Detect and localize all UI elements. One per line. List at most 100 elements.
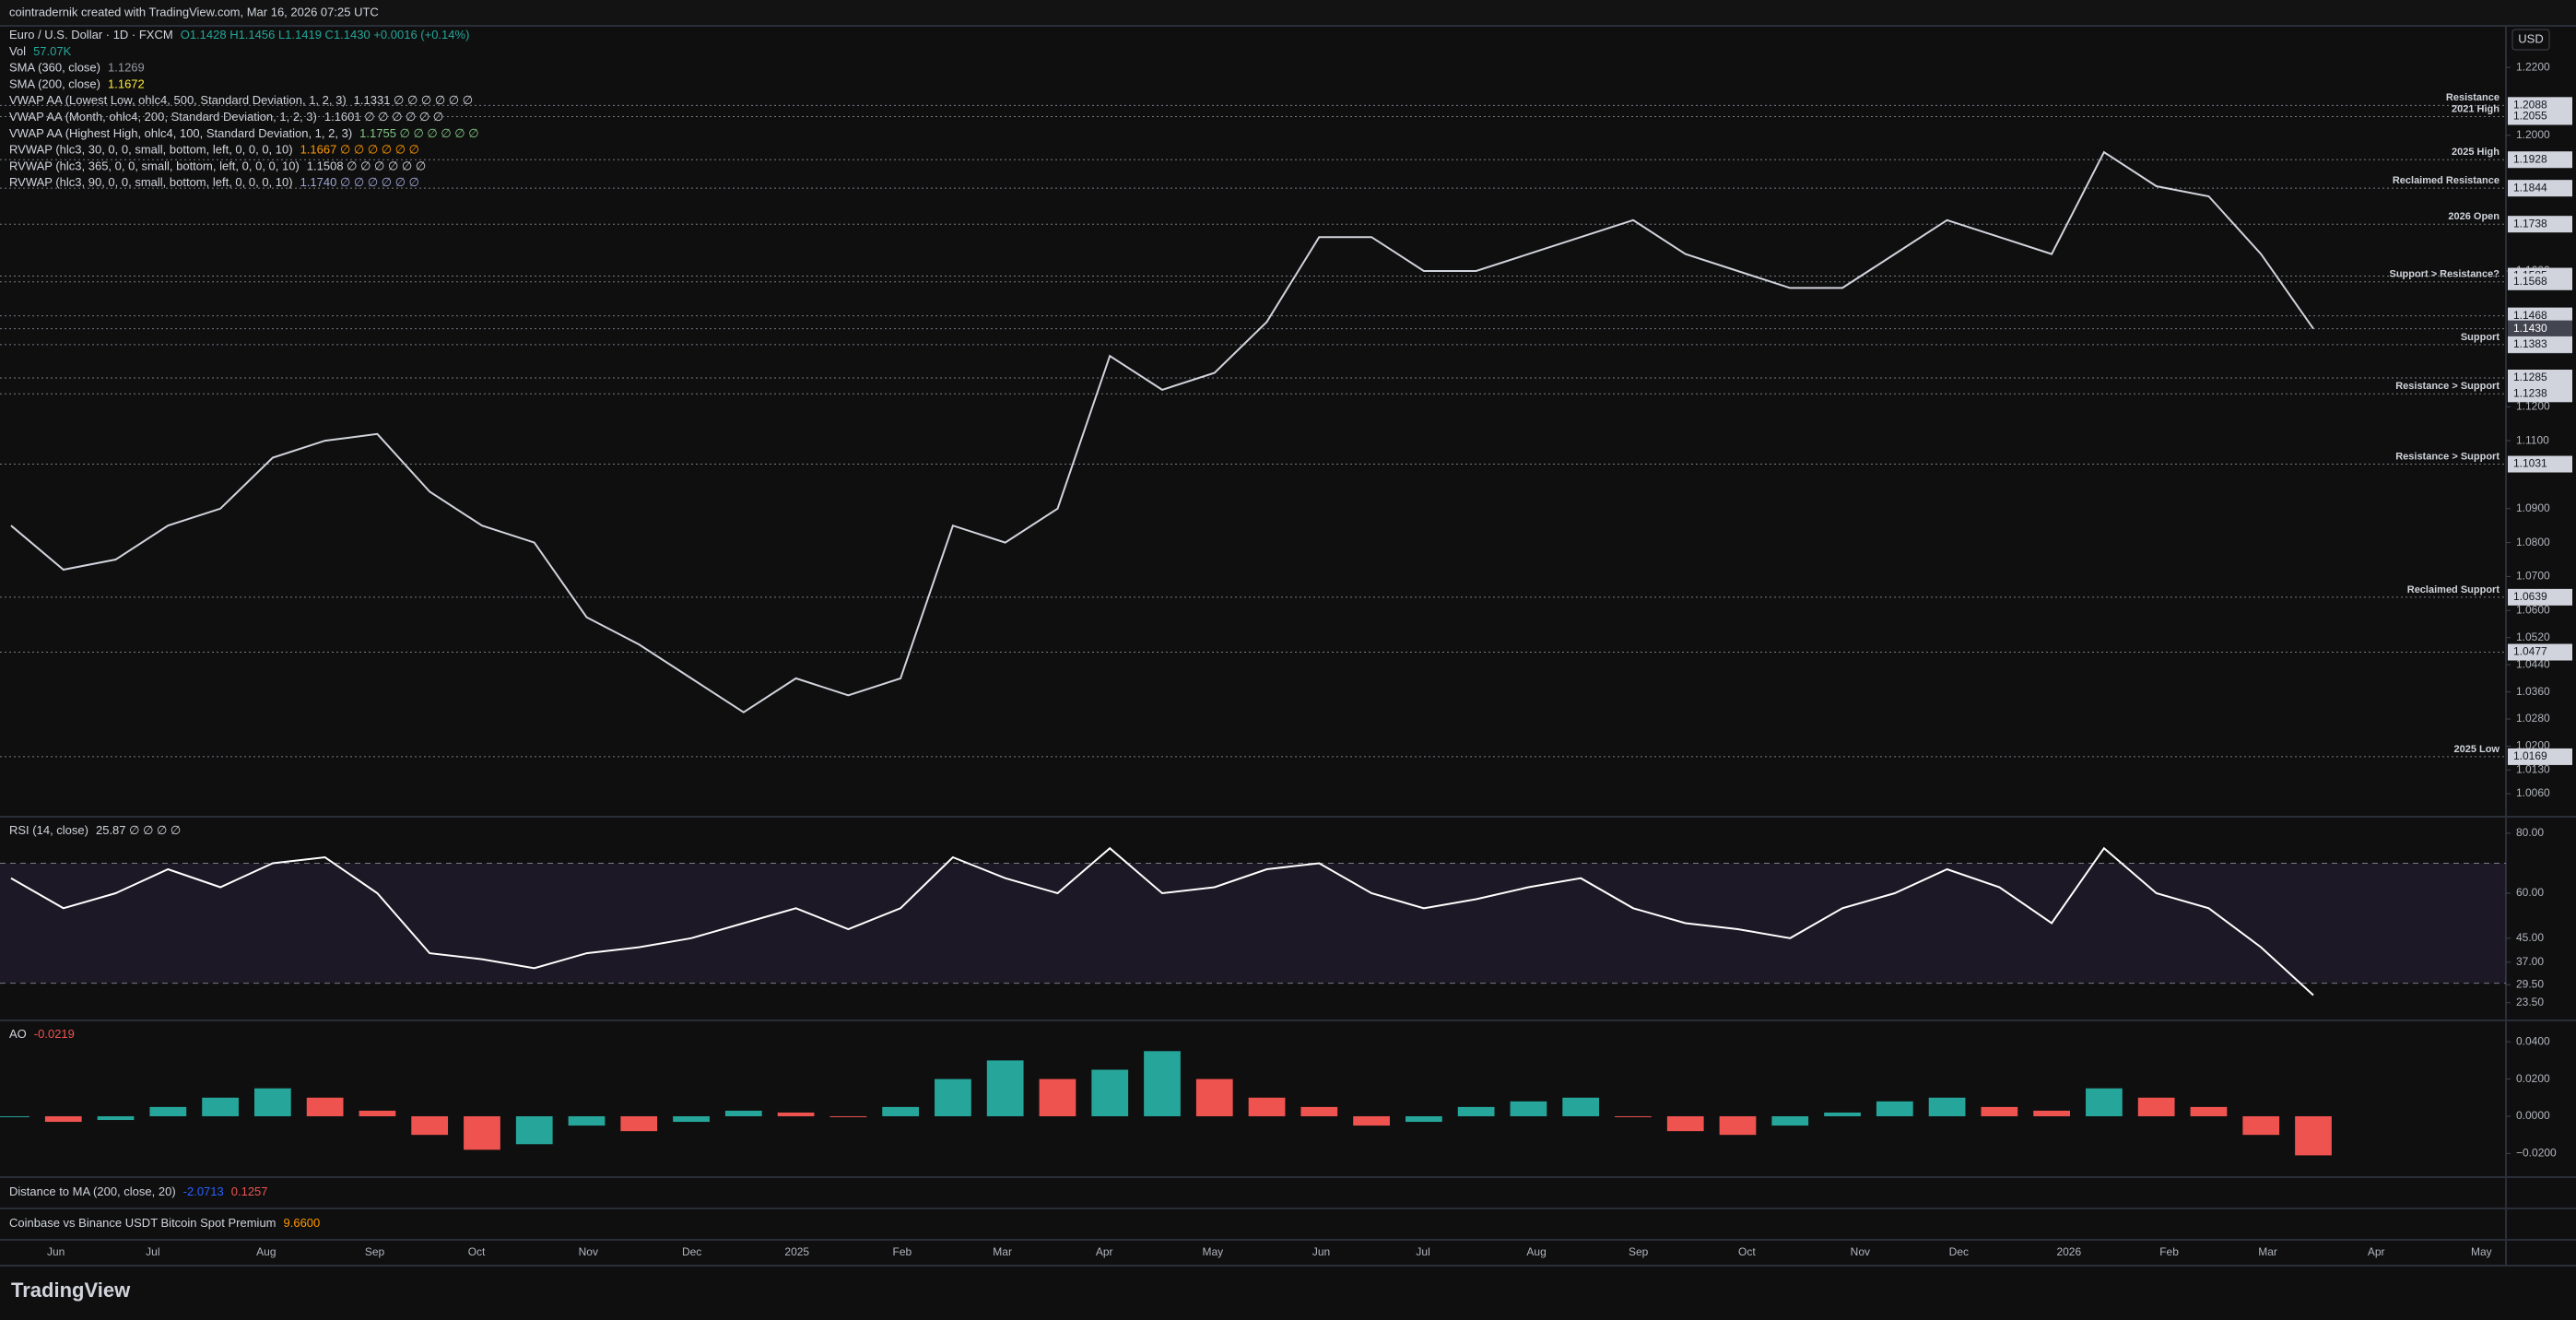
- x-tick-label: 2026: [2056, 1245, 2081, 1258]
- ao-bar: [2033, 1110, 2071, 1116]
- pane-legend: Coinbase vs Binance USDT Bitcoin Spot Pr…: [9, 1216, 320, 1230]
- legend-line: RVWAP (hlc3, 90, 0, 0, small, bottom, le…: [9, 176, 419, 190]
- x-tick-label: 2025: [784, 1245, 809, 1258]
- x-tick-label: Jul: [146, 1245, 159, 1258]
- y-tick-label: 1.0360: [2516, 685, 2550, 698]
- legend-label: SMA (360, close): [9, 61, 100, 75]
- legend-label: VWAP AA (Highest High, ohlc4, 100, Stand…: [9, 126, 352, 140]
- ao-bar: [1248, 1097, 1286, 1116]
- ao-bar: [2242, 1115, 2280, 1136]
- level-label: Support: [2461, 332, 2500, 343]
- legend-value: 1.1269: [108, 61, 145, 75]
- y-tick-label: −0.0200: [2516, 1147, 2557, 1160]
- x-tick-label: Dec: [1949, 1245, 1969, 1258]
- ao-bar: [306, 1097, 344, 1116]
- ao-bar: [882, 1106, 920, 1116]
- x-tick-label: Jun: [1312, 1245, 1330, 1258]
- price-label: 1.1568: [2513, 275, 2547, 288]
- legend-label: SMA (200, close): [9, 77, 100, 91]
- top-bar: [0, 0, 2576, 26]
- y-tick-label: 1.0520: [2516, 631, 2550, 643]
- pane-title: Coinbase vs Binance USDT Bitcoin Spot Pr…: [9, 1216, 276, 1230]
- pane-readout: 0.1257: [231, 1184, 268, 1198]
- x-tick-label: Aug: [1526, 1245, 1546, 1258]
- ao-bar: [568, 1115, 606, 1126]
- x-tick-label: Aug: [256, 1245, 276, 1258]
- legend-value: 1.1508 ∅ ∅ ∅ ∅ ∅ ∅: [307, 159, 426, 173]
- x-tick-label: Feb: [893, 1245, 912, 1258]
- price-box: [2508, 385, 2572, 403]
- ao-bar: [986, 1060, 1024, 1116]
- legend-line: SMA (360, close) 1.1269: [9, 61, 145, 75]
- y-tick-label: 1.0700: [2516, 570, 2550, 583]
- x-tick-label: Mar: [2258, 1245, 2277, 1258]
- legend-value: 57.07K: [33, 44, 72, 58]
- price-label: 1.1738: [2513, 217, 2547, 230]
- ao-bar: [829, 1115, 867, 1117]
- ao-bar: [1666, 1115, 1704, 1132]
- price-label: 1.1031: [2513, 457, 2547, 470]
- y-tick-label: 1.1200: [2516, 399, 2550, 412]
- rsi-line: [10, 846, 2314, 996]
- y-tick-label: 80.00: [2516, 826, 2544, 839]
- x-tick-label: Apr: [2368, 1245, 2385, 1258]
- ao-bar: [620, 1115, 658, 1132]
- ao-bar: [2137, 1097, 2175, 1116]
- level-label: 2025 High: [2452, 147, 2500, 158]
- price-box: [2508, 588, 2572, 606]
- legend-line: VWAP AA (Highest High, ohlc4, 100, Stand…: [9, 126, 479, 140]
- ao-bar: [1824, 1112, 1861, 1116]
- y-tick-label: 37.00: [2516, 955, 2544, 968]
- ao-bar: [1562, 1097, 1600, 1116]
- legend-label: RVWAP (hlc3, 90, 0, 0, small, bottom, le…: [9, 176, 293, 190]
- price-label: 1.1285: [2513, 371, 2547, 383]
- rsi-band: [0, 863, 2506, 984]
- price-box: [2508, 370, 2572, 386]
- pane-legend: RSI (14, close) 25.87 ∅ ∅ ∅ ∅: [9, 823, 181, 837]
- x-tick-label: Oct: [1738, 1245, 1756, 1258]
- price-line: [10, 150, 2314, 713]
- x-tick-label: Feb: [2159, 1245, 2179, 1258]
- legend-value: 1.1667 ∅ ∅ ∅ ∅ ∅ ∅: [300, 143, 419, 157]
- ao-bar: [673, 1115, 710, 1123]
- level-label: Resistance: [2446, 92, 2500, 103]
- legend-label: RVWAP (hlc3, 365, 0, 0, small, bottom, l…: [9, 159, 300, 173]
- price-box: [2508, 336, 2572, 353]
- legend-line: SMA (200, close) 1.1672: [9, 77, 145, 91]
- level-label: Reclaimed Resistance: [2393, 175, 2500, 186]
- ao-bar: [1195, 1078, 1233, 1116]
- ao-bar: [1039, 1078, 1076, 1116]
- legend-value: 1.1755 ∅ ∅ ∅ ∅ ∅ ∅: [359, 126, 478, 140]
- y-tick-label: 0.0000: [2516, 1109, 2550, 1122]
- y-tick-label: 1.2200: [2516, 60, 2550, 73]
- pane-title: RSI (14, close): [9, 823, 88, 837]
- price-box: [2508, 108, 2572, 125]
- currency[interactable]: USD: [2518, 31, 2543, 45]
- y-tick-label: 60.00: [2516, 886, 2544, 899]
- y-tick-label: 45.00: [2516, 931, 2544, 944]
- price-box: [2508, 455, 2572, 473]
- x-tick-label: Apr: [1096, 1245, 1113, 1258]
- ao-bar: [777, 1112, 815, 1116]
- ao-bar: [1300, 1106, 1338, 1116]
- x-tick-label: Jun: [47, 1245, 65, 1258]
- ao-bar: [1091, 1069, 1129, 1116]
- currency-box[interactable]: [2511, 29, 2550, 51]
- level-label: Resistance > Support: [2395, 381, 2500, 392]
- pane-title: Distance to MA (200, close, 20): [9, 1184, 176, 1198]
- ao-bar: [1771, 1115, 1809, 1126]
- ao-bar: [724, 1110, 762, 1116]
- y-tick-label: 1.0900: [2516, 501, 2550, 514]
- pane-legend: AO -0.0219: [9, 1027, 75, 1041]
- price-box: [2508, 151, 2572, 169]
- price-label: 1.2088: [2513, 98, 2547, 111]
- level-label: Reclaimed Support: [2407, 584, 2500, 595]
- ao-bar: [1510, 1101, 1547, 1116]
- x-tick-label: May: [2471, 1245, 2492, 1258]
- ao-bar: [97, 1115, 135, 1121]
- price-box: [2508, 748, 2572, 765]
- legend-line: Vol 57.07K: [9, 44, 72, 58]
